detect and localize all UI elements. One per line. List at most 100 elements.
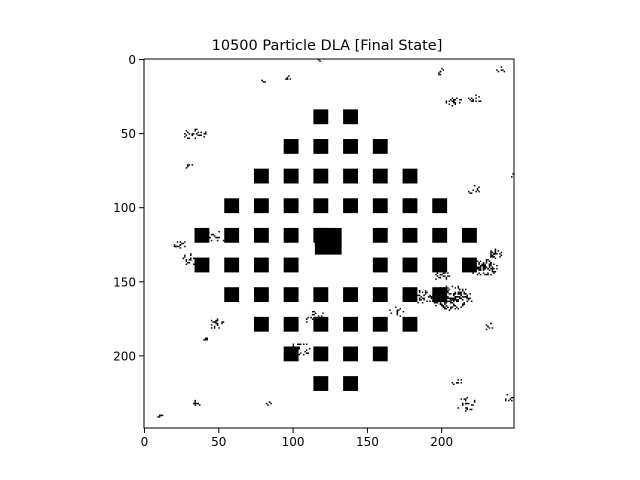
particle bbox=[491, 327, 494, 329]
particle bbox=[204, 131, 207, 134]
particle bbox=[470, 408, 473, 411]
obstacle-block bbox=[224, 257, 240, 273]
particle bbox=[444, 291, 446, 294]
particle bbox=[481, 263, 483, 265]
particle bbox=[466, 402, 468, 405]
particle bbox=[476, 187, 479, 190]
particle bbox=[460, 382, 462, 384]
particle bbox=[216, 239, 219, 242]
particle bbox=[499, 253, 501, 255]
particle bbox=[502, 69, 504, 71]
particle bbox=[460, 291, 462, 294]
particle bbox=[444, 303, 446, 306]
particle bbox=[466, 396, 468, 399]
particle bbox=[316, 322, 318, 325]
particle bbox=[453, 305, 455, 307]
particle bbox=[185, 167, 188, 169]
obstacle-block bbox=[224, 227, 240, 243]
particle bbox=[320, 315, 323, 317]
particle bbox=[442, 297, 445, 300]
particle bbox=[409, 199, 412, 202]
particle bbox=[491, 251, 494, 254]
particle bbox=[310, 316, 312, 319]
particle bbox=[420, 296, 422, 298]
particle bbox=[417, 302, 419, 304]
particle bbox=[423, 294, 425, 297]
particle bbox=[317, 321, 320, 323]
obstacle-block bbox=[402, 227, 418, 243]
particle bbox=[473, 269, 476, 271]
particle bbox=[460, 293, 462, 295]
particle bbox=[194, 128, 197, 131]
particle bbox=[473, 263, 476, 265]
particle bbox=[506, 393, 509, 396]
particle bbox=[185, 260, 188, 263]
obstacle-block bbox=[343, 139, 358, 154]
particle bbox=[466, 408, 468, 411]
particle bbox=[194, 402, 197, 405]
particle bbox=[499, 256, 501, 258]
particle bbox=[176, 245, 179, 248]
particle bbox=[418, 290, 421, 292]
particle bbox=[295, 321, 298, 323]
particle bbox=[448, 293, 451, 295]
particle bbox=[478, 262, 480, 264]
particle bbox=[473, 399, 476, 402]
x-tick-label: 0 bbox=[141, 435, 149, 449]
obstacle-block bbox=[283, 227, 299, 243]
particle bbox=[512, 173, 514, 175]
particle bbox=[438, 73, 440, 76]
particle bbox=[472, 189, 474, 191]
y-tick-label: 150 bbox=[113, 275, 136, 289]
particle bbox=[210, 324, 213, 326]
particle bbox=[497, 250, 500, 252]
particle bbox=[291, 322, 293, 325]
particle bbox=[427, 296, 430, 298]
particle bbox=[454, 307, 457, 310]
obstacle-block bbox=[283, 257, 299, 273]
particle bbox=[467, 297, 470, 300]
particle bbox=[414, 299, 416, 301]
obstacle-block bbox=[253, 198, 269, 214]
obstacle-block bbox=[194, 227, 210, 243]
particle bbox=[451, 100, 454, 102]
particle bbox=[505, 398, 507, 400]
particle bbox=[479, 264, 482, 267]
particle bbox=[445, 288, 448, 291]
particle bbox=[300, 352, 302, 354]
particle bbox=[482, 264, 485, 267]
particle bbox=[213, 321, 216, 323]
obstacle-block bbox=[343, 109, 358, 125]
particle bbox=[454, 296, 457, 298]
obstacle-block bbox=[372, 316, 388, 332]
particle bbox=[470, 192, 473, 194]
particle bbox=[482, 267, 485, 270]
particle bbox=[457, 287, 460, 289]
particle bbox=[439, 302, 442, 304]
particle bbox=[447, 297, 449, 300]
obstacle-block bbox=[343, 168, 358, 184]
particle bbox=[451, 285, 454, 288]
particle bbox=[444, 306, 446, 308]
particle bbox=[457, 407, 460, 409]
particle bbox=[265, 402, 268, 405]
particle bbox=[436, 302, 439, 304]
obstacle-block bbox=[461, 257, 477, 273]
particle bbox=[488, 269, 491, 271]
particle bbox=[447, 275, 449, 277]
particle bbox=[445, 100, 448, 102]
particle bbox=[457, 379, 460, 381]
particle bbox=[194, 137, 197, 140]
particle bbox=[188, 164, 191, 166]
particle bbox=[490, 262, 492, 264]
particle bbox=[323, 319, 326, 322]
particle bbox=[457, 300, 460, 303]
particle bbox=[215, 321, 217, 323]
particle bbox=[197, 402, 199, 405]
particle bbox=[314, 318, 317, 320]
y-axis: 0 50 100 150 200 bbox=[113, 53, 144, 363]
particle bbox=[490, 254, 492, 257]
particle bbox=[493, 267, 495, 270]
particle bbox=[414, 198, 416, 200]
particle bbox=[485, 260, 488, 263]
